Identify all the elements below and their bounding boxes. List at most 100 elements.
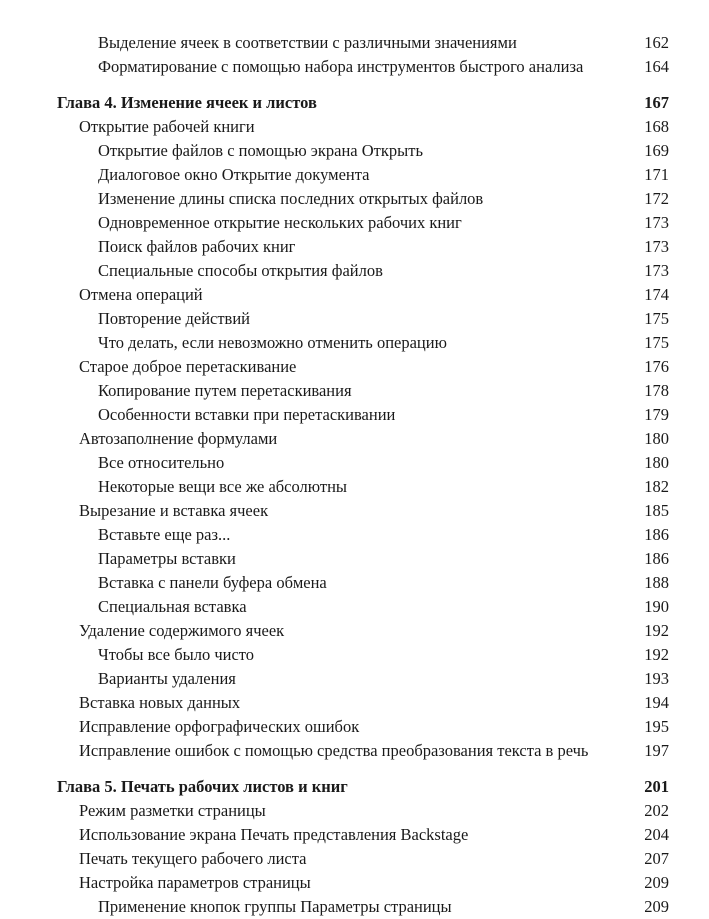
toc-entry-title: Специальная вставка [98,597,247,616]
toc-section-entry: Отмена операций 174 [0,283,709,307]
toc-subsection-entry: Чтобы все было чисто 192 [0,643,709,667]
toc-entry-title: Старое доброе перетаскивание [79,357,297,376]
toc-entry-title: Вставка новых данных [79,693,241,712]
toc-entry-title: Параметры вставки [98,549,236,568]
toc-section-entry: Режим разметки страницы 202 [0,799,709,823]
toc-entry-title: Форматирование с помощью набора инструме… [98,57,584,76]
toc-entry-title: Вставьте еще раз... [98,525,231,544]
toc-entry-page-number: 195 [644,717,669,736]
toc-entry-page-number: 182 [644,477,669,496]
toc-subsection-entry: Специальные способы открытия файлов 173 [0,259,709,283]
toc-entry-title: Все относительно [98,453,225,472]
toc-entry-title: Поиск файлов рабочих книг [98,237,296,256]
toc-chapter-entry: Глава 5. Печать рабочих листов и книг 201 [0,775,709,799]
toc-entry-page-number: 201 [644,777,669,796]
toc-entry-title: Исправление ошибок с помощью средства пр… [79,741,589,760]
toc-entry-title: Настройка параметров страницы [79,873,311,892]
toc-entry-page-number: 190 [644,597,669,616]
toc-subsection-entry: Выделение ячеек в соответствии с различн… [0,31,709,55]
toc-entry-page-number: 164 [644,57,669,76]
toc-entry-title: Удаление содержимого ячеек [79,621,285,640]
toc-entry-title: Использование экрана Печать представлени… [79,825,469,844]
toc-entry-title: Копирование путем перетаскивания [98,381,352,400]
toc-entry-title: Исправление орфографических ошибок [79,717,360,736]
toc-entry-page-number: 169 [644,141,669,160]
toc-subsection-entry: Копирование путем перетаскивания 178 [0,379,709,403]
toc-entry-page-number: 173 [644,237,669,256]
toc-entry-page-number: 179 [644,405,669,424]
toc-subsection-entry: Что делать, если невозможно отменить опе… [0,331,709,355]
toc-entry-title: Автозаполнение формулами [79,429,278,448]
toc-section-entry: Настройка параметров страницы 209 [0,871,709,895]
toc-entry-page-number: 171 [644,165,669,184]
toc-subsection-entry: Открытие файлов с помощью экрана Открыть… [0,139,709,163]
toc-entry-page-number: 180 [644,429,669,448]
toc-entry-title: Открытие рабочей книги [79,117,255,136]
toc-entry-title: Диалоговое окно Открытие документа [98,165,370,184]
toc-subsection-entry: Применение кнопок группы Параметры стран… [0,895,709,919]
toc-entry-page-number: 168 [644,117,669,136]
toc-entry-title: Особенности вставки при перетаскивании [98,405,396,424]
toc-subsection-entry: Изменение длины списка последних открыты… [0,187,709,211]
toc-entry-title: Варианты удаления [98,669,236,688]
toc-entry-page-number: 162 [644,33,669,52]
toc-entry-title: Специальные способы открытия файлов [98,261,383,280]
toc-entry-title: Открытие файлов с помощью экрана Открыть [98,141,423,160]
toc-entry-page-number: 175 [644,333,669,352]
table-of-contents: Выделение ячеек в соответствии с различн… [0,31,709,919]
toc-entry-page-number: 185 [644,501,669,520]
toc-section-entry: Исправление ошибок с помощью средства пр… [0,739,709,763]
toc-entry-page-number: 175 [644,309,669,328]
toc-entry-title: Печать текущего рабочего листа [79,849,307,868]
toc-entry-title: Одновременное открытие нескольких рабочи… [98,213,462,232]
toc-section-entry: Исправление орфографических ошибок 195 [0,715,709,739]
toc-entry-title: Что делать, если невозможно отменить опе… [98,333,447,352]
toc-subsection-entry: Варианты удаления 193 [0,667,709,691]
toc-entry-title: Режим разметки страницы [79,801,266,820]
toc-section-entry: Старое доброе перетаскивание 176 [0,355,709,379]
toc-section-entry: Печать текущего рабочего листа 207 [0,847,709,871]
toc-entry-page-number: 204 [644,825,669,844]
toc-section-entry: Автозаполнение формулами 180 [0,427,709,451]
toc-section-entry: Удаление содержимого ячеек 192 [0,619,709,643]
toc-subsection-entry: Одновременное открытие нескольких рабочи… [0,211,709,235]
toc-entry-page-number: 176 [644,357,669,376]
toc-entry-title: Отмена операций [79,285,203,304]
toc-subsection-entry: Диалоговое окно Открытие документа 171 [0,163,709,187]
toc-entry-title: Глава 4. Изменение ячеек и листов [57,93,317,112]
toc-entry-title: Изменение длины списка последних открыты… [98,189,484,208]
toc-entry-title: Повторение действий [98,309,251,328]
toc-section-entry: Использование экрана Печать представлени… [0,823,709,847]
toc-entry-page-number: 174 [644,285,669,304]
toc-subsection-entry: Вставка с панели буфера обмена 188 [0,571,709,595]
toc-entry-page-number: 167 [644,93,669,112]
toc-entry-page-number: 197 [644,741,669,760]
toc-entry-title: Выделение ячеек в соответствии с различн… [98,33,517,52]
toc-entry-page-number: 202 [644,801,669,820]
toc-entry-title: Вырезание и вставка ячеек [79,501,269,520]
toc-entry-title: Некоторые вещи все же абсолютны [98,477,347,496]
toc-entry-page-number: 188 [644,573,669,592]
toc-entry-page-number: 192 [644,621,669,640]
toc-subsection-entry: Вставьте еще раз... 186 [0,523,709,547]
toc-subsection-entry: Поиск файлов рабочих книг 173 [0,235,709,259]
toc-entry-title: Применение кнопок группы Параметры стран… [98,897,452,916]
toc-entry-page-number: 193 [644,669,669,688]
toc-entry-page-number: 192 [644,645,669,664]
toc-entry-title: Чтобы все было чисто [98,645,255,664]
toc-entry-page-number: 178 [644,381,669,400]
toc-entry-page-number: 180 [644,453,669,472]
toc-entry-page-number: 173 [644,261,669,280]
toc-subsection-entry: Особенности вставки при перетаскивании 17… [0,403,709,427]
toc-section-entry: Открытие рабочей книги 168 [0,115,709,139]
toc-entry-page-number: 209 [644,873,669,892]
toc-subsection-entry: Повторение действий 175 [0,307,709,331]
toc-subsection-entry: Все относительно 180 [0,451,709,475]
toc-entry-page-number: 186 [644,525,669,544]
toc-entry-page-number: 172 [644,189,669,208]
toc-chapter-entry: Глава 4. Изменение ячеек и листов 167 [0,91,709,115]
toc-entry-page-number: 173 [644,213,669,232]
toc-subsection-entry: Форматирование с помощью набора инструме… [0,55,709,79]
toc-entry-page-number: 186 [644,549,669,568]
toc-subsection-entry: Некоторые вещи все же абсолютны 182 [0,475,709,499]
